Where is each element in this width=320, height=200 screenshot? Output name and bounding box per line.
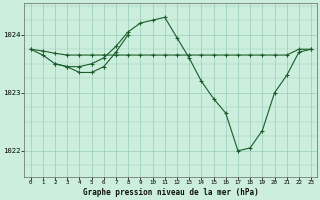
X-axis label: Graphe pression niveau de la mer (hPa): Graphe pression niveau de la mer (hPa) xyxy=(83,188,259,197)
